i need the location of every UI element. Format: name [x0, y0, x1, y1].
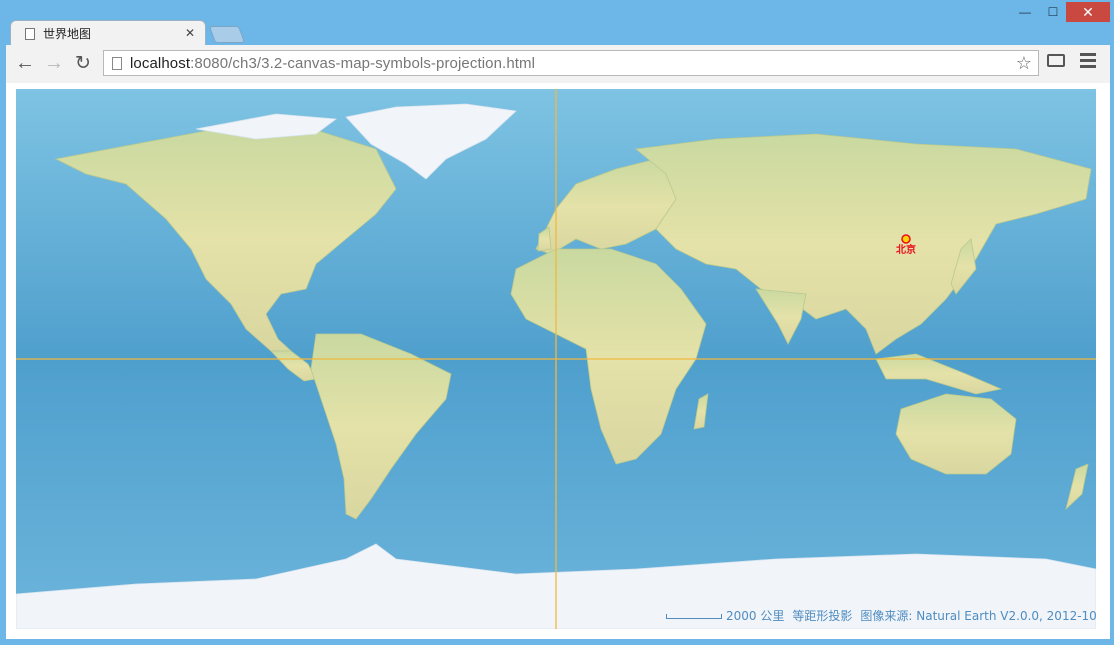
beijing-marker-icon[interactable]	[901, 234, 911, 244]
page-icon	[25, 27, 35, 40]
menu-icon[interactable]	[1080, 53, 1096, 68]
forward-button[interactable]: →	[44, 51, 64, 74]
browser-tab[interactable]: 世界地图 ✕	[10, 20, 206, 46]
reload-button[interactable]: ↻	[75, 52, 91, 74]
projection-label: 等距形投影	[792, 609, 853, 623]
title-bar: — ☐ ✕ 世界地图 ✕	[0, 0, 1114, 46]
new-tab-button[interactable]	[208, 26, 246, 43]
minimize-button[interactable]: —	[1019, 5, 1031, 19]
map-footer: 2000 公里 等距形投影 图像来源: Natural Earth V2.0.0, …	[726, 607, 1096, 624]
url-path: :8080/ch3/3.2-canvas-map-symbols-project…	[190, 54, 536, 72]
tab-close-icon[interactable]: ✕	[184, 26, 195, 40]
url-text[interactable]: localhost:8080/ch3/3.2-canvas-map-symbol…	[130, 55, 535, 72]
url-host: localhost	[130, 54, 191, 72]
maximize-button[interactable]: ☐	[1047, 5, 1059, 19]
beijing-label: 北京	[896, 243, 916, 256]
land-masses	[54, 126, 1092, 520]
page-icon	[112, 56, 122, 70]
bookmark-star-icon[interactable]: ☆	[1015, 53, 1032, 73]
scale-label: 2000 公里	[726, 609, 785, 623]
tab-title: 世界地图	[43, 27, 92, 41]
browser-toolbar: ← → ↻ localhost:8080/ch3/3.2-canvas-map-…	[6, 45, 1110, 83]
cast-icon[interactable]	[1047, 54, 1065, 67]
world-map[interactable]: 北京 2000 公里 等距形投影 图像来源: Natural Earth V2.0.…	[16, 89, 1096, 629]
map-canvas[interactable]: 北京	[16, 89, 1096, 629]
back-button[interactable]: ←	[15, 51, 35, 74]
close-window-button[interactable]: ✕	[1066, 2, 1110, 22]
source-label: 图像来源: Natural Earth V2.0.0, 2012-10-12	[860, 609, 1096, 623]
page-viewport: 北京 2000 公里 等距形投影 图像来源: Natural Earth V2.0.…	[6, 83, 1110, 639]
scale-bar	[666, 614, 722, 619]
address-bar[interactable]: localhost:8080/ch3/3.2-canvas-map-symbol…	[103, 50, 1039, 76]
